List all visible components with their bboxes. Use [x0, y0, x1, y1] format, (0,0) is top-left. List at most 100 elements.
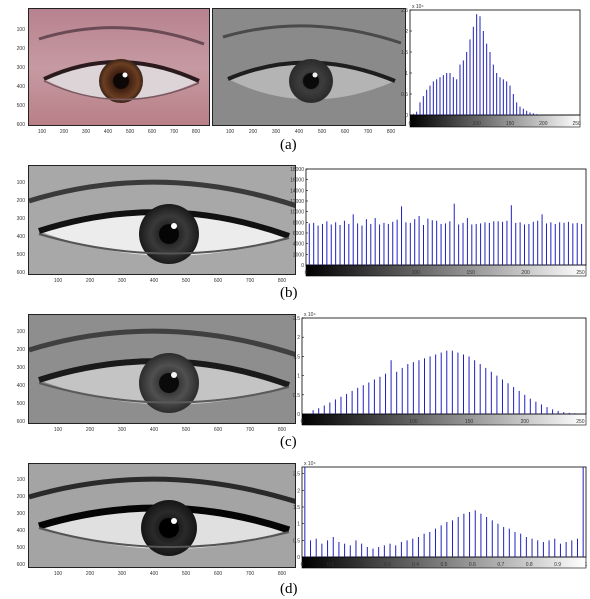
x-tick: 500 [182, 427, 191, 433]
x-tick: 300 [118, 427, 127, 433]
x-tick: 600 [148, 129, 157, 135]
y-tick: 400 [17, 528, 26, 534]
y-tick: 400 [17, 383, 26, 389]
x-tick: 800 [278, 427, 287, 433]
eye-a-y-ticks: 100 200 300 400 500 600 [17, 27, 26, 128]
y-tick-label: 8000 [293, 220, 304, 226]
y-tick: 100 [17, 329, 26, 335]
y-tick: 600 [17, 419, 26, 425]
x-tick-label: 0.5 [441, 562, 448, 568]
y-tick-label: 0 [405, 113, 408, 119]
y-tick-label: 0.5 [293, 393, 300, 399]
y-tick: 100 [17, 180, 26, 186]
x-tick: 100 [38, 129, 47, 135]
x-tick: 600 [341, 129, 350, 135]
eye-axis-ticks-b: 100 200 300 400 500 600 100 200 300 400 … [17, 180, 287, 284]
x-tick-label: 0 [409, 121, 412, 127]
x-tick-label: 250 [576, 270, 585, 276]
x-tick: 400 [150, 427, 159, 433]
y-tick: 600 [17, 562, 26, 568]
y-tick-label: 2000 [293, 252, 304, 258]
y-tick: 300 [17, 365, 26, 371]
y-tick: 300 [17, 511, 26, 517]
x-tick-label: 200 [539, 121, 548, 127]
histogram-d: 0 0.5 1 1.5 2 2.5 0 0.1 0.2 0.3 0.4 0.5 0.6 0.7 0.8 0.9… [276, 455, 588, 583]
y-tick-label: 18000 [290, 167, 304, 173]
x-tick: 300 [82, 129, 91, 135]
x-tick-label: 0.3 [384, 562, 391, 568]
x-tick: 300 [272, 129, 281, 135]
axis-frame [409, 9, 581, 116]
x-tick: 600 [214, 278, 223, 284]
x-tick: 200 [86, 571, 95, 577]
y-tick: 400 [17, 234, 26, 240]
x-tick-label: 200 [521, 270, 530, 276]
axis-frame [301, 466, 587, 558]
exponent-label: x 10⁴ [304, 312, 316, 318]
x-tick: 100 [226, 129, 235, 135]
x-tick: 500 [318, 129, 327, 135]
x-tick-label: 0 [301, 562, 304, 568]
x-tick: 600 [214, 571, 223, 577]
x-tick: 700 [246, 571, 255, 577]
x-tick: 300 [118, 571, 127, 577]
y-tick-label: 2 [405, 29, 408, 35]
y-tick-label: 6000 [293, 231, 304, 237]
colorbar [409, 114, 581, 128]
y-tick-label: 0.5 [293, 538, 300, 544]
y-tick-label: 1.5 [293, 505, 300, 511]
y-tick-label: 16000 [290, 178, 304, 184]
x-tick-label: 150 [506, 121, 515, 127]
histogram-b: 0 2000 4000 6000 8000 10000 12000 14000 16000 180… [276, 157, 588, 292]
x-tick: 200 [86, 427, 95, 433]
eye-image-gray [212, 8, 406, 126]
x-tick: 200 [86, 278, 95, 284]
x-tick: 500 [182, 571, 191, 577]
y-tick-label: 1 [297, 374, 300, 380]
x-tick: 700 [246, 278, 255, 284]
y-tick-label: 0 [301, 263, 304, 269]
x-tick: 200 [249, 129, 258, 135]
x-tick: 100 [54, 427, 63, 433]
x-tick: 500 [182, 278, 191, 284]
y-tick-label: 0 [297, 555, 300, 561]
x-tick: 400 [104, 129, 113, 135]
histogram-a-svg: 0 0.5 1 1.5 2 2.5 0 50 100 150 200 250 x 10⁴ [401, 4, 581, 128]
y-tick: 200 [17, 494, 26, 500]
axis-frame [305, 168, 587, 266]
y-tick: 200 [17, 198, 26, 204]
eye-axis-ticks-a: 100 200 300 400 500 600 100 200 300 400 … [17, 27, 396, 135]
histogram-a: 0 0.5 1 1.5 2 2.5 0 50 100 150 200 250 x 10⁴ [396, 0, 586, 140]
x-tick: 400 [295, 129, 304, 135]
x-tick-label: 0.2 [355, 562, 362, 568]
eye-a-x-ticks: 100 200 300 400 500 600 700 800 [38, 129, 201, 135]
y-tick-label: 2.5 [401, 8, 408, 14]
y-tick-label: 4000 [293, 242, 304, 248]
panel-label-c: (c) [280, 434, 297, 450]
x-tick: 800 [387, 129, 396, 135]
y-tick-label: 2 [297, 335, 300, 341]
eye-d-x-ticks: 100 200 300 400 500 600 700 800 [54, 571, 287, 577]
y-tick-label: 2.5 [293, 316, 300, 322]
histogram-d-svg: 0 0.5 1 1.5 2 2.5 0 0.1 0.2 0.3 0.4 0.5 0.6 0.7 0.8 0.9… [293, 461, 588, 569]
panel-label-b: (b) [280, 285, 298, 301]
eye-image-contrast [28, 314, 296, 424]
eye-image-equalized [28, 165, 296, 275]
x-tick-label: 0.6 [469, 562, 476, 568]
x-tick-label: 250 [576, 419, 585, 425]
histogram-c-svg: 0 0.5 1 1.5 2 2.5 0 50 100 150 200 250 x 10⁴ [293, 312, 587, 426]
x-tick-label: 200 [521, 419, 530, 425]
x-tick: 500 [126, 129, 135, 135]
row-b: 100 200 300 400 500 600 100 200 300 400 … [0, 157, 590, 305]
histogram-c: 0 0.5 1 1.5 2 2.5 0 50 100 150 200 250 x 10⁴ [276, 306, 588, 441]
row-c: 100 200 300 400 500 600 100 200 300 400 … [0, 306, 590, 454]
x-tick-label: 0.1 [327, 562, 334, 568]
x-tick: 700 [246, 427, 255, 433]
x-tick-label: 0.8 [526, 562, 533, 568]
colorbar [305, 264, 587, 277]
eye-d-y-ticks: 100 200 300 400 500 600 [17, 477, 26, 568]
y-tick: 300 [17, 65, 26, 71]
y-tick-label: 12000 [290, 199, 304, 205]
x-tick-label: 1 [585, 562, 588, 568]
y-tick: 500 [17, 401, 26, 407]
